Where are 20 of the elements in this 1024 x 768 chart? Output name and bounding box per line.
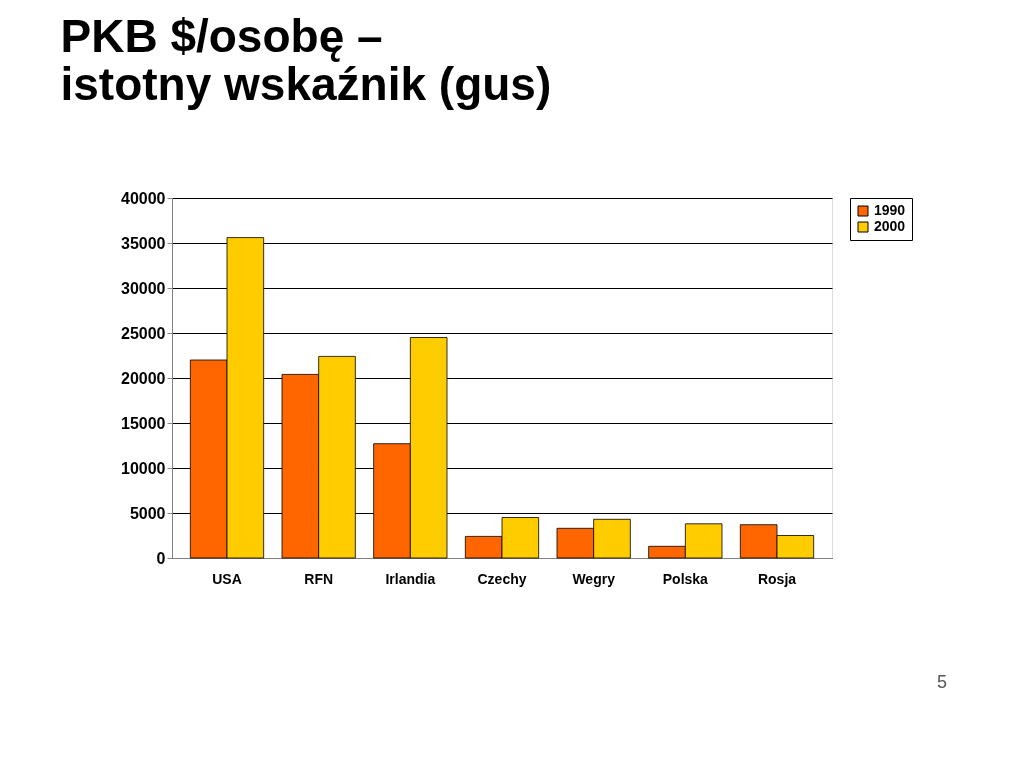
y-tick-label: 15000 (121, 414, 166, 432)
x-tick-label: Rosja (757, 570, 797, 587)
x-tick-label: RFN (304, 570, 334, 587)
x-tick-label: Czechy (477, 570, 527, 587)
y-tick-label: 40000 (121, 189, 166, 207)
y-tick-label: 5000 (129, 504, 166, 522)
x-tick-label: Polska (662, 570, 709, 587)
legend-label: 1990 (874, 202, 906, 218)
text: 5 (936, 672, 947, 692)
y-tick-label: 25000 (121, 324, 166, 342)
legend-label: 2000 (874, 218, 906, 234)
y-tick-label: 35000 (121, 234, 166, 252)
x-tick-label: Irlandia (385, 570, 436, 587)
chart-title: PKB $/osobę – istotny wskaźnik (gus) (60, 10, 552, 110)
y-tick-label: 0 (156, 549, 166, 567)
y-tick-label: 20000 (121, 369, 166, 387)
x-tick-label: Wegry (572, 570, 616, 587)
y-tick-label: 10000 (121, 459, 166, 477)
y-tick-label: 30000 (121, 279, 166, 297)
x-tick-label: USA (212, 570, 242, 587)
